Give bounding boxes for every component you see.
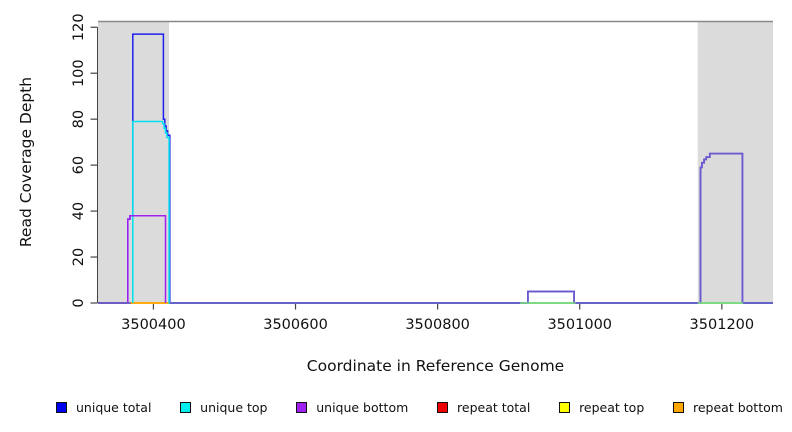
y-tick-label: 40	[71, 202, 87, 220]
series-unique-total	[98, 33, 773, 304]
x-tick-label: 3500800	[405, 317, 470, 333]
x-tick-label: 3501000	[547, 317, 612, 333]
legend: unique total unique top unique bottom repea…	[56, 399, 783, 415]
legend-swatch-icon	[437, 401, 449, 413]
legend-swatch-icon	[673, 401, 684, 413]
series-unique-bottom	[127, 214, 167, 303]
legend-item-unique-total: unique total	[56, 400, 151, 415]
legend-item-unique-bottom: unique bottom	[296, 400, 408, 415]
legend-label: repeat total	[457, 399, 531, 415]
legend-label: unique total	[76, 399, 152, 415]
legend-swatch-icon	[56, 401, 67, 413]
y-tick-label: 120	[71, 13, 87, 41]
legend-label: unique bottom	[316, 399, 409, 415]
y-tick-label: 100	[71, 59, 87, 87]
series-unique-top	[132, 120, 773, 304]
legend-item-repeat-bottom: repeat bottom	[673, 400, 783, 415]
y-axis-title: Read Coverage Depth	[17, 76, 35, 248]
x-tick-label: 3501200	[690, 317, 755, 333]
y-tick-label: 20	[71, 248, 87, 266]
y-tick-label: 0	[71, 298, 87, 307]
series-unique-bottom-over-total-blend	[169, 152, 773, 304]
x-axis-title: Coordinate in Reference Genome	[306, 357, 565, 375]
legend-label: repeat top	[579, 399, 645, 415]
repeat-region-right	[697, 21, 773, 303]
legend-item-unique-top: unique top	[180, 400, 267, 415]
legend-item-repeat-total: repeat total	[437, 400, 530, 415]
legend-label: repeat bottom	[693, 399, 783, 415]
y-tick-label: 80	[71, 110, 87, 128]
legend-item-repeat-top: repeat top	[559, 400, 644, 415]
legend-swatch-icon	[180, 401, 192, 413]
legend-swatch-icon	[296, 401, 308, 413]
legend-swatch-icon	[559, 401, 571, 413]
legend-label: unique top	[200, 399, 268, 415]
y-tick-label: 60	[71, 156, 87, 174]
x-tick-label: 3500400	[121, 317, 186, 333]
x-tick-label: 3500600	[263, 317, 328, 333]
